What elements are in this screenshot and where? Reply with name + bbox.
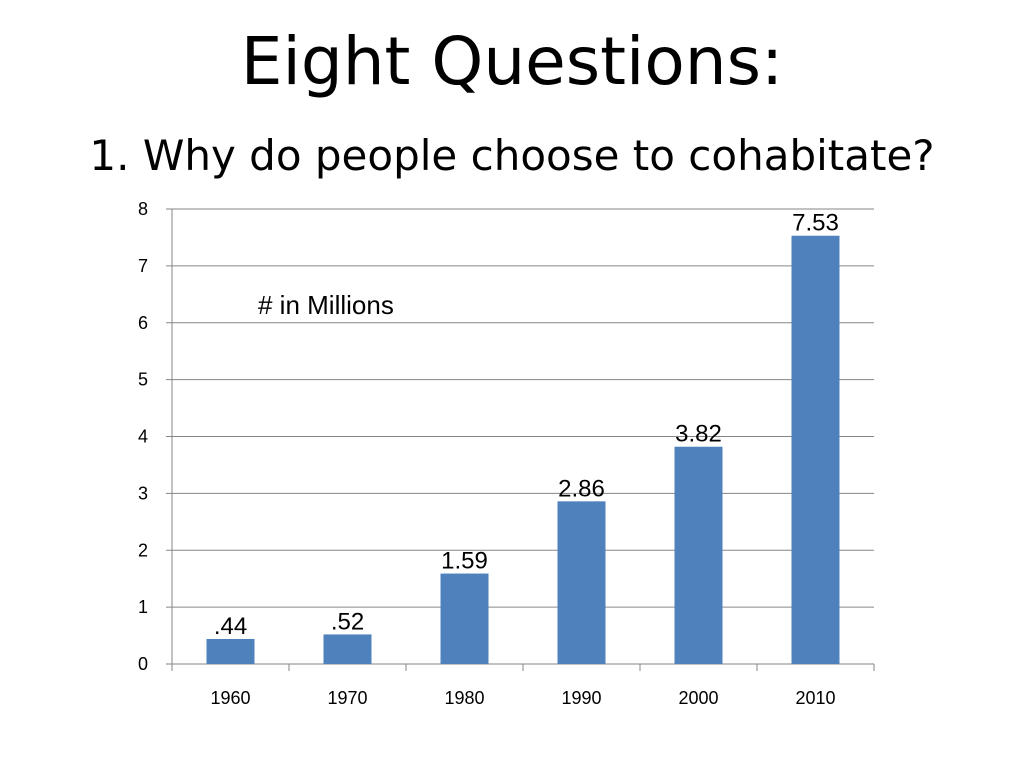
bar-2010 bbox=[791, 235, 840, 664]
data-label-2010: 7.53 bbox=[792, 210, 839, 237]
y-tick-label-1: 1 bbox=[138, 597, 148, 617]
y-tick-label-0: 0 bbox=[138, 654, 148, 674]
y-tick-label-8: 8 bbox=[138, 199, 148, 219]
data-label-1970: .52 bbox=[331, 608, 364, 635]
bar-1980 bbox=[440, 573, 489, 664]
y-tick-label-5: 5 bbox=[138, 370, 148, 390]
labels: 0 1 2 3 4 5 6 7 8 1960 .44 1970 .52 1980 1.59 1990 2.86 2… bbox=[138, 199, 839, 708]
chart-annotation: # in Millions bbox=[258, 290, 394, 320]
bar-2000 bbox=[674, 446, 723, 664]
axes bbox=[166, 208, 875, 671]
x-tick-label-2000: 2000 bbox=[678, 688, 718, 708]
x-tick-label-2010: 2010 bbox=[795, 688, 835, 708]
y-tick-label-2: 2 bbox=[138, 540, 148, 560]
x-tick-label-1960: 1960 bbox=[210, 688, 250, 708]
y-tick-label-6: 6 bbox=[138, 313, 148, 333]
x-tick-label-1980: 1980 bbox=[444, 688, 484, 708]
bar-1970 bbox=[323, 634, 372, 664]
slide-title: Eight Questions: bbox=[240, 23, 784, 100]
y-tick-label-4: 4 bbox=[138, 427, 148, 447]
x-tick-label-1990: 1990 bbox=[561, 688, 601, 708]
x-tick-label-1970: 1970 bbox=[327, 688, 367, 708]
slide-subtitle: 1. Why do people choose to cohabitate? bbox=[89, 131, 935, 180]
gridlines bbox=[172, 208, 874, 608]
bar-1960 bbox=[206, 638, 255, 664]
bar-1990 bbox=[557, 501, 606, 664]
bars bbox=[206, 235, 840, 664]
data-label-2000: 3.82 bbox=[675, 421, 722, 448]
data-label-1990: 2.86 bbox=[558, 475, 605, 502]
y-tick-label-3: 3 bbox=[138, 483, 148, 503]
y-tick-label-7: 7 bbox=[138, 256, 148, 276]
data-label-1960: .44 bbox=[214, 613, 247, 640]
data-label-1980: 1.59 bbox=[441, 548, 488, 575]
